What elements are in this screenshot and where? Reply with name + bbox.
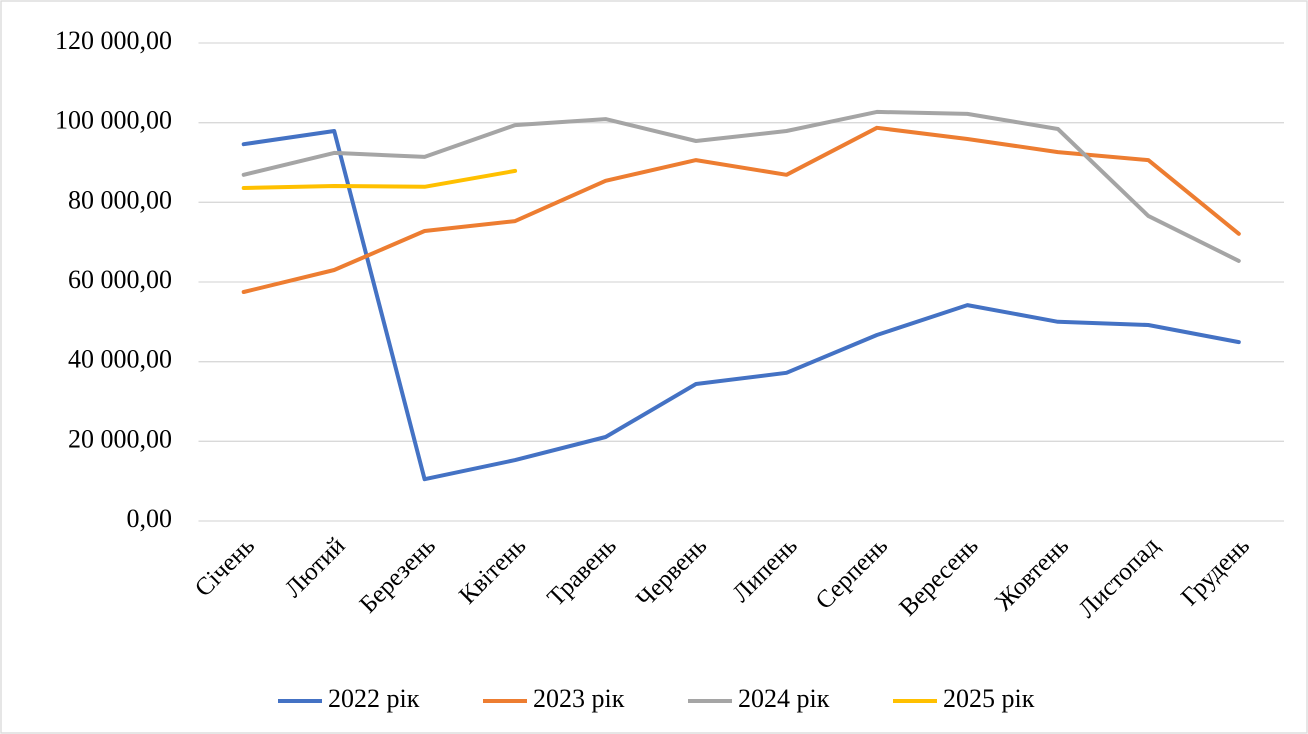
y-tick-label: 100 000,00 xyxy=(55,106,172,135)
legend-label: 2022 рік xyxy=(328,684,420,713)
y-tick-label: 120 000,00 xyxy=(55,26,172,55)
y-tick-label: 20 000,00 xyxy=(68,424,172,453)
y-tick-label: 0,00 xyxy=(127,504,173,533)
y-tick-label: 60 000,00 xyxy=(68,265,172,294)
series-line xyxy=(241,109,1241,263)
series-line xyxy=(241,129,1241,482)
legend-label: 2024 рік xyxy=(738,684,830,713)
series-line xyxy=(241,125,1241,294)
legend-label: 2025 рік xyxy=(943,684,1035,713)
y-tick-label: 80 000,00 xyxy=(68,185,172,214)
legend-label: 2023 рік xyxy=(533,684,625,713)
series-line xyxy=(241,168,518,190)
y-tick-label: 40 000,00 xyxy=(68,345,172,374)
